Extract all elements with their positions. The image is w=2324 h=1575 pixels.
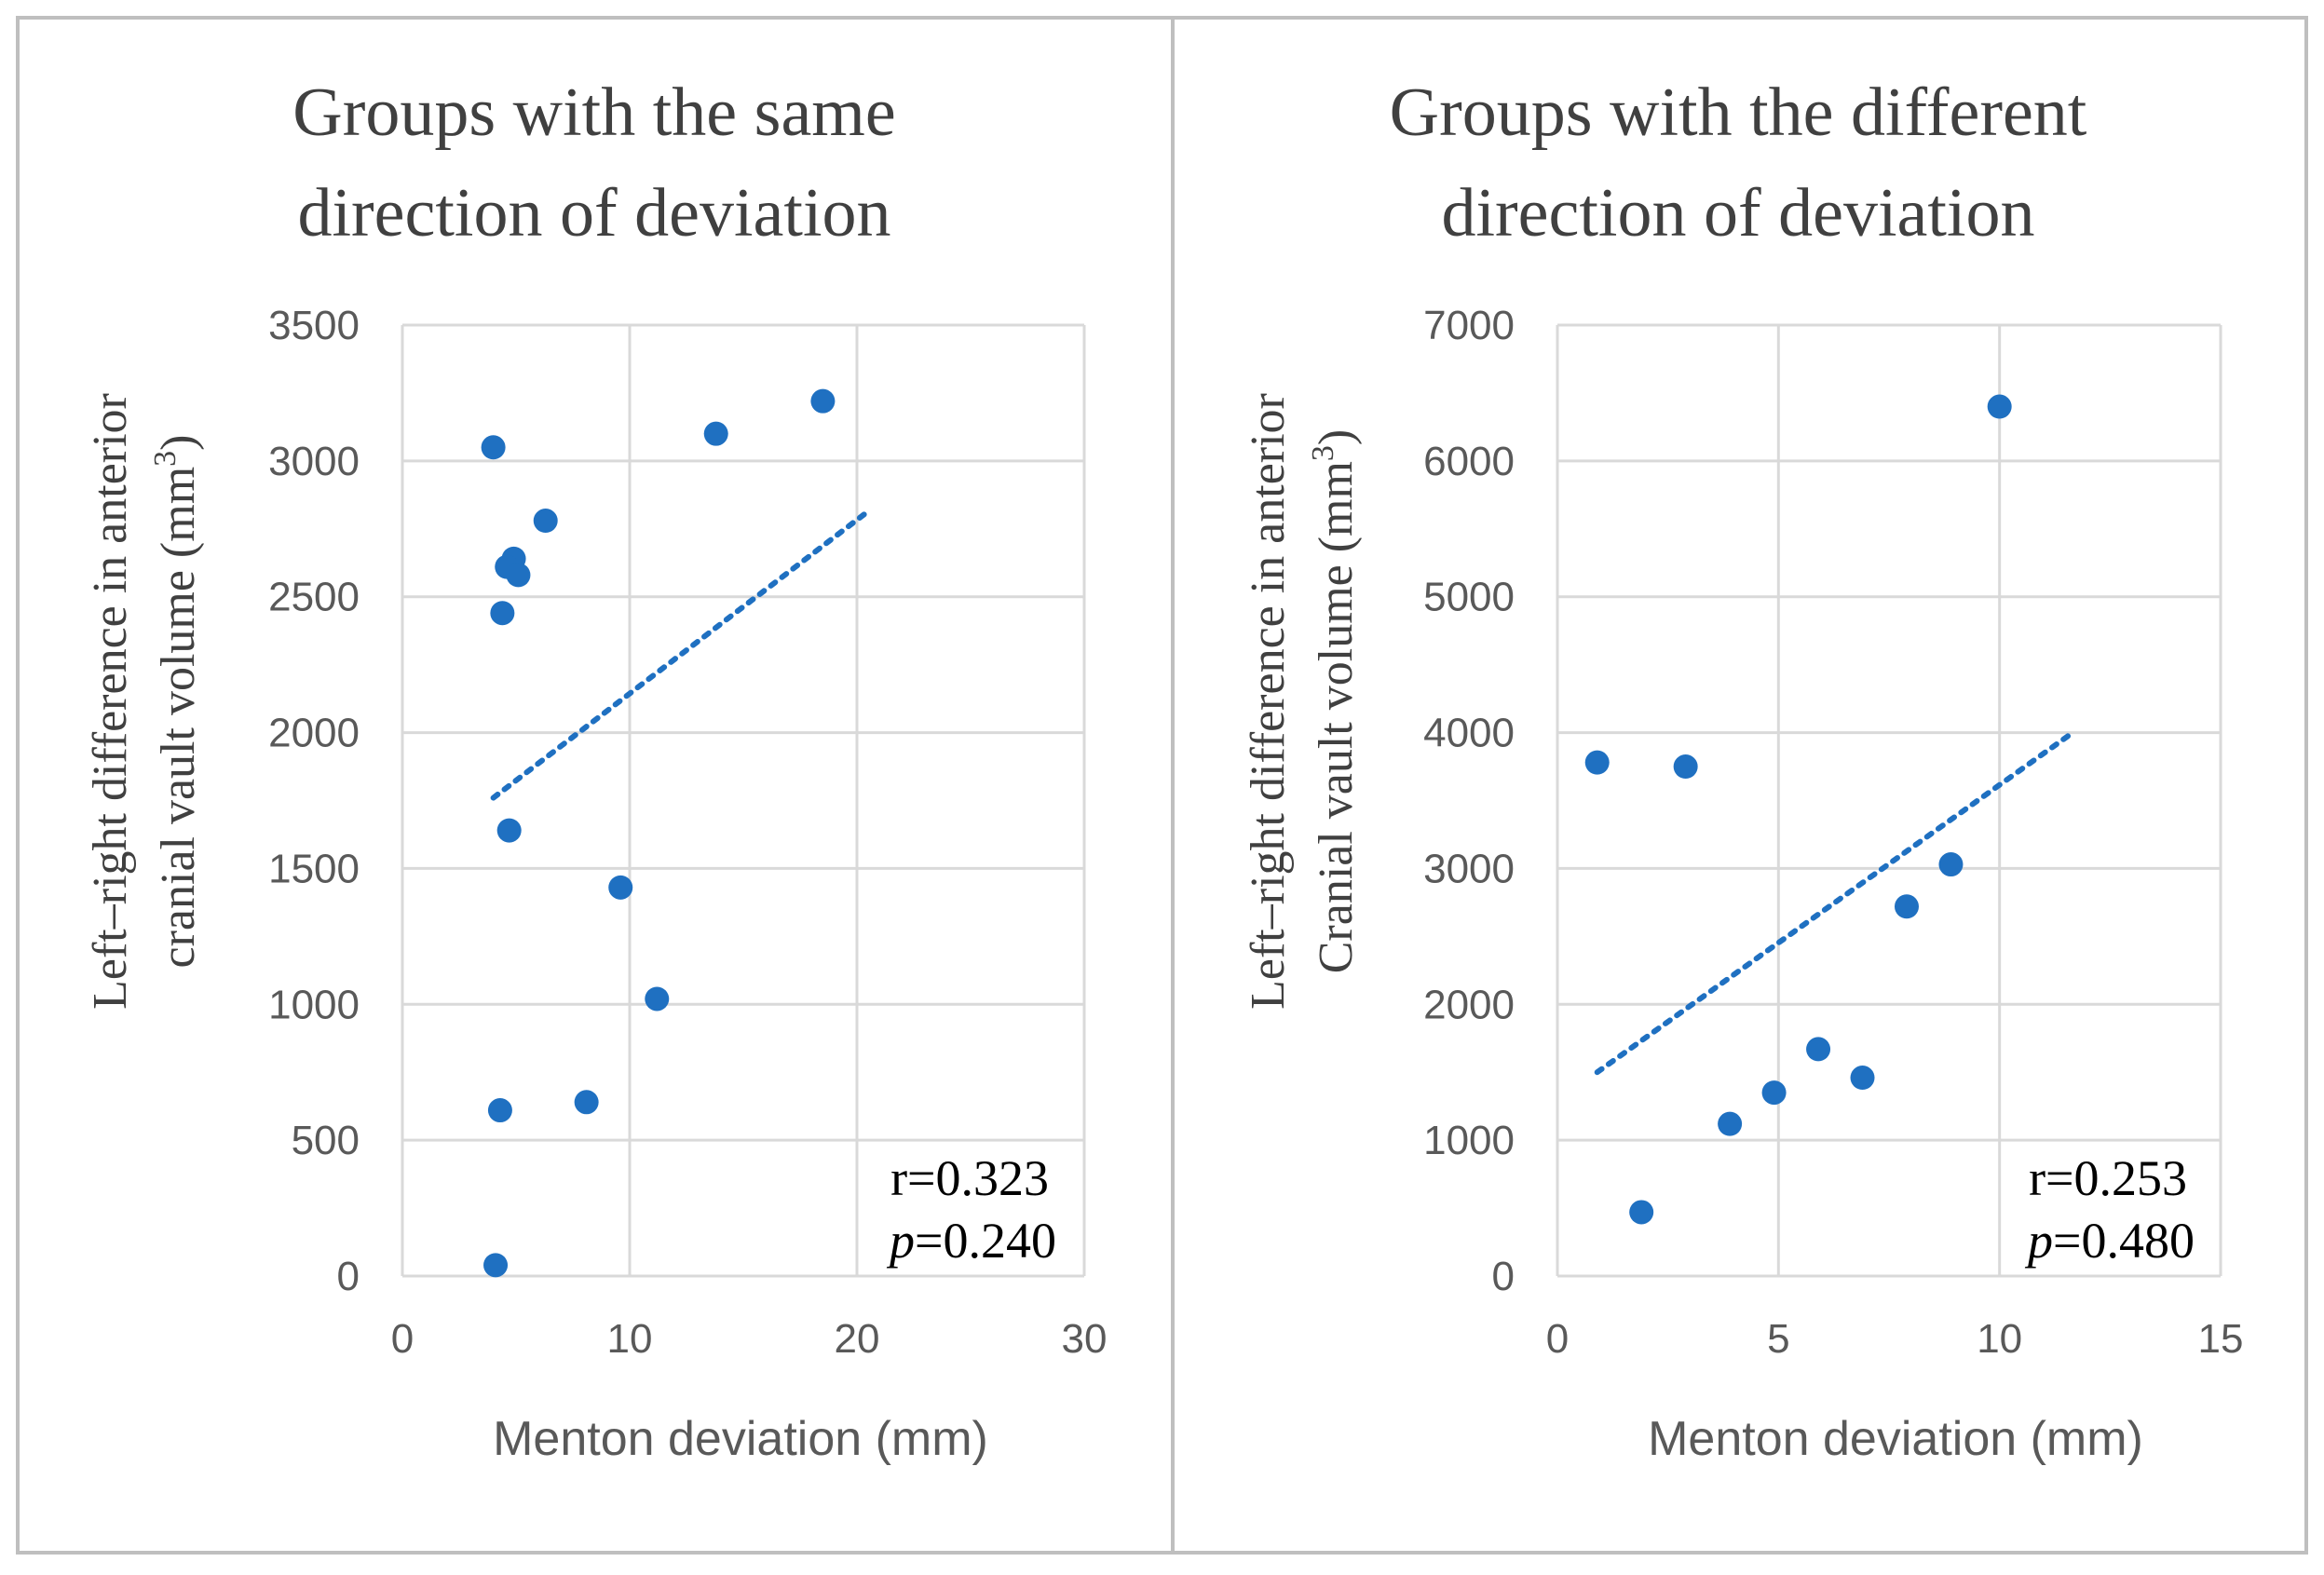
- chart-title-line-2: direction of deviation: [1441, 175, 2034, 251]
- y-tick-label: 0: [337, 1254, 360, 1299]
- data-point: [1761, 1080, 1787, 1106]
- y-tick-label: 1000: [268, 982, 360, 1027]
- y-tick-label: 3000: [268, 439, 360, 484]
- x-tick-label: 30: [1062, 1316, 1108, 1362]
- chart-title-line-1: Groups with the same: [292, 75, 895, 151]
- chart-left-same-direction: Groups with the same direction of deviat…: [84, 75, 1107, 1466]
- y-tick-label: 3500: [268, 303, 360, 348]
- data-point: [506, 563, 531, 588]
- data-point: [1987, 394, 2012, 419]
- plot-area: 0 500 1000 1500 2000 2500 3000 3500 0 10 20 30: [268, 303, 1107, 1362]
- chart-title-line-1: Groups with the different: [1390, 75, 2087, 151]
- x-tick-label: 0: [1546, 1316, 1569, 1362]
- y-tick-label: 2000: [1423, 982, 1515, 1027]
- data-point: [645, 986, 670, 1012]
- plot-area: 0 1000 2000 3000 4000 5000 6000 7000 0 5 10 15: [1423, 303, 2243, 1362]
- correlation-r: r=0.323: [890, 1150, 1049, 1206]
- y-tick-label: 2000: [268, 711, 360, 756]
- y-axis-label-line-1: Left–right difference in anterior: [1242, 393, 1295, 1010]
- data-point: [1894, 894, 1919, 919]
- data-point: [490, 601, 515, 626]
- y-tick-label: 2500: [268, 575, 360, 620]
- y-axis-label-text: Cranial vault volume (mm: [1310, 461, 1363, 973]
- p-symbol: p: [2024, 1213, 2053, 1269]
- data-point: [608, 875, 633, 900]
- y-axis-label-line-2: Cranial vault volume (mm3): [1306, 429, 1363, 974]
- y-axis-label-superscript: 3: [148, 451, 183, 467]
- data-point: [1673, 754, 1698, 780]
- data-point: [703, 421, 728, 446]
- y-tick-label: 5000: [1423, 575, 1515, 620]
- y-tick-label: 1500: [268, 846, 360, 891]
- data-point: [487, 1098, 512, 1123]
- y-axis-label-close: ): [1310, 429, 1363, 445]
- y-tick-label: 500: [292, 1118, 360, 1163]
- data-point: [483, 1253, 509, 1278]
- data-point: [1850, 1066, 1875, 1091]
- y-axis-label-line-1: Left–right difference in anterior: [84, 393, 137, 1010]
- stats-annotation: r=0.323 p=0.240: [886, 1150, 1056, 1269]
- trendline: [490, 508, 872, 801]
- stats-annotation: r=0.253 p=0.480: [2024, 1150, 2195, 1269]
- y-axis-label-close: ): [152, 435, 205, 451]
- data-point: [481, 435, 506, 460]
- data-point: [533, 509, 558, 534]
- chart-right-different-direction: Groups with the different direction of d…: [1242, 75, 2243, 1466]
- y-axis-label-superscript: 3: [1306, 445, 1340, 461]
- x-tick-label: 5: [1767, 1316, 1789, 1362]
- x-tick-label: 10: [607, 1316, 653, 1362]
- x-tick-label: 20: [835, 1316, 880, 1362]
- p-number: =0.480: [2053, 1213, 2195, 1269]
- y-tick-label: 1000: [1423, 1118, 1515, 1163]
- data-point: [1629, 1200, 1654, 1225]
- x-tick-label: 0: [391, 1316, 414, 1362]
- data-point: [1938, 852, 1964, 877]
- data-point: [496, 818, 522, 843]
- y-tick-label: 0: [1492, 1254, 1515, 1299]
- trendline: [1594, 728, 2078, 1076]
- y-axis-label: Left–right difference in anterior Crania…: [1242, 393, 1363, 1010]
- y-tick-label: 7000: [1423, 303, 1515, 348]
- correlation-r: r=0.253: [2029, 1150, 2187, 1206]
- data-point: [1584, 750, 1610, 775]
- p-symbol: p: [886, 1213, 915, 1269]
- y-tick-label: 3000: [1423, 846, 1515, 891]
- x-axis-label: Menton deviation (mm): [493, 1412, 988, 1466]
- x-tick-label: 10: [1977, 1316, 2022, 1362]
- y-tick-label: 6000: [1423, 439, 1515, 484]
- data-point: [574, 1090, 599, 1115]
- x-axis-label: Menton deviation (mm): [1648, 1412, 2143, 1466]
- figure-frame: [16, 16, 2308, 1555]
- p-number: =0.240: [915, 1213, 1056, 1269]
- y-axis-label: Left–right difference in anterior crania…: [84, 393, 205, 1010]
- p-value: p=0.240: [886, 1213, 1056, 1269]
- p-value: p=0.480: [2024, 1213, 2195, 1269]
- y-axis-label-line-2: cranial vault volume (mm3): [148, 435, 205, 969]
- data-point: [810, 388, 836, 414]
- y-tick-label: 4000: [1423, 711, 1515, 756]
- chart-title-line-2: direction of deviation: [297, 175, 890, 251]
- x-tick-label: 15: [2198, 1316, 2244, 1362]
- data-point: [1806, 1037, 1831, 1062]
- data-point: [1718, 1111, 1743, 1136]
- y-axis-label-text: cranial vault volume (mm: [152, 467, 205, 969]
